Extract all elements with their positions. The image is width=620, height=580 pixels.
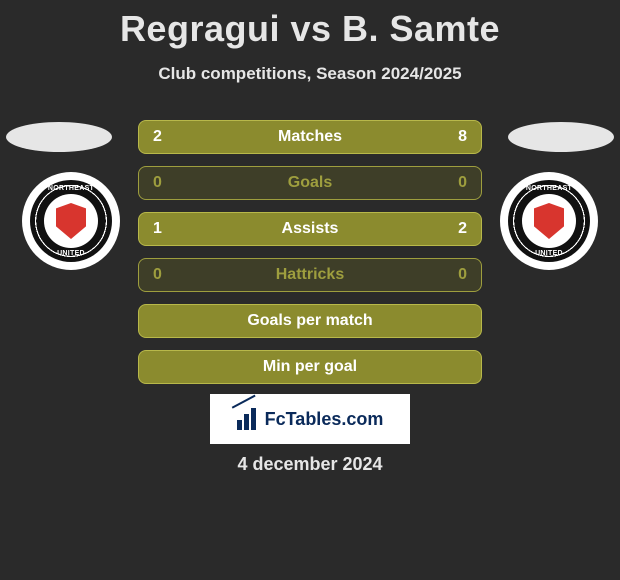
fctables-label: FcTables.com — [265, 409, 384, 430]
nation-ellipse-right — [508, 122, 614, 152]
stat-left-value: 2 — [153, 128, 162, 146]
stat-row: 0 Hattricks 0 — [138, 258, 482, 292]
fctables-watermark: FcTables.com — [210, 394, 410, 444]
nation-ellipse-left — [6, 122, 112, 152]
northeast-united-logo: NORTHEAST UNITED — [508, 180, 590, 262]
stat-row: 2 Matches 8 — [138, 120, 482, 154]
stat-left-value: 1 — [153, 220, 162, 238]
stat-left-value: 0 — [153, 266, 162, 284]
stat-label: Goals per match — [247, 312, 372, 330]
badge-text-bottom: UNITED — [535, 250, 563, 257]
stat-rows: 2 Matches 8 0 Goals 0 1 Assists 2 0 Hattricks 0 Goal… — [138, 120, 482, 396]
stat-label: Matches — [278, 128, 342, 146]
stat-row: Min per goal — [138, 350, 482, 384]
stat-row: 0 Goals 0 — [138, 166, 482, 200]
stat-right-value: 0 — [458, 266, 467, 284]
stat-left-value: 0 — [153, 174, 162, 192]
stat-right-value: 0 — [458, 174, 467, 192]
stat-label: Goals — [288, 174, 332, 192]
stat-label: Min per goal — [263, 358, 357, 376]
date-text: 4 december 2024 — [0, 454, 620, 475]
stat-row: Goals per match — [138, 304, 482, 338]
stat-label: Hattricks — [276, 266, 344, 284]
badge-text-top: NORTHEAST — [48, 185, 94, 192]
stat-row: 1 Assists 2 — [138, 212, 482, 246]
stat-right-value: 2 — [458, 220, 467, 238]
stat-right-value: 8 — [458, 128, 467, 146]
page-title: Regragui vs B. Samte — [0, 0, 620, 50]
fctables-icon — [237, 408, 259, 430]
stat-label: Assists — [282, 220, 339, 238]
badge-text-bottom: UNITED — [57, 250, 85, 257]
club-badge-right: NORTHEAST UNITED — [500, 172, 598, 270]
badge-text-top: NORTHEAST — [526, 185, 572, 192]
page-subtitle: Club competitions, Season 2024/2025 — [0, 64, 620, 84]
club-badge-left: NORTHEAST UNITED — [22, 172, 120, 270]
northeast-united-logo: NORTHEAST UNITED — [30, 180, 112, 262]
